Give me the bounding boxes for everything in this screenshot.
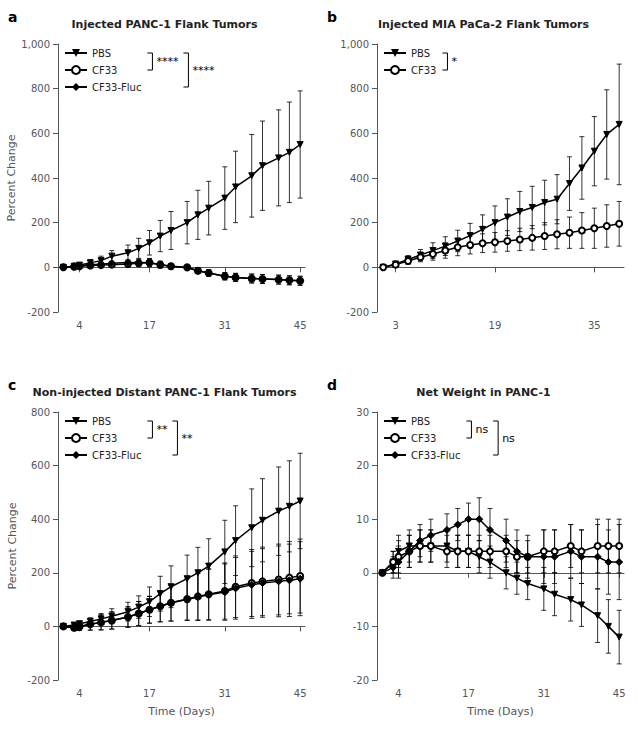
svg-text:Injected PANC-1 Flank Tumors: Injected PANC-1 Flank Tumors bbox=[71, 18, 257, 31]
svg-text:35: 35 bbox=[588, 320, 601, 331]
svg-text:*: * bbox=[451, 55, 457, 68]
svg-text:30: 30 bbox=[356, 407, 369, 418]
svg-text:PBS: PBS bbox=[92, 416, 111, 427]
svg-text:45: 45 bbox=[613, 688, 626, 699]
svg-text:17: 17 bbox=[462, 688, 475, 699]
svg-text:600: 600 bbox=[31, 460, 50, 471]
svg-text:200: 200 bbox=[31, 217, 50, 228]
svg-text:4: 4 bbox=[76, 688, 82, 699]
svg-text:31: 31 bbox=[218, 320, 231, 331]
svg-text:45: 45 bbox=[294, 688, 307, 699]
svg-text:CF33-Fluc: CF33-Fluc bbox=[411, 450, 460, 461]
svg-text:Percent Change: Percent Change bbox=[5, 134, 18, 221]
svg-text:-200: -200 bbox=[27, 307, 50, 318]
svg-text:-200: -200 bbox=[27, 675, 50, 686]
svg-text:CF33: CF33 bbox=[92, 65, 117, 76]
svg-text:ns: ns bbox=[475, 423, 488, 436]
svg-text:CF33-Fluc: CF33-Fluc bbox=[92, 82, 141, 93]
svg-text:d: d bbox=[327, 377, 337, 393]
svg-text:PBS: PBS bbox=[92, 48, 111, 59]
svg-text:3: 3 bbox=[392, 320, 398, 331]
svg-text:31: 31 bbox=[537, 688, 550, 699]
svg-text:10: 10 bbox=[356, 514, 369, 525]
svg-text:-10: -10 bbox=[353, 621, 369, 632]
svg-text:****: **** bbox=[192, 64, 215, 77]
svg-text:CF33: CF33 bbox=[411, 65, 436, 76]
svg-text:45: 45 bbox=[294, 320, 307, 331]
svg-text:600: 600 bbox=[31, 128, 50, 139]
svg-text:200: 200 bbox=[31, 567, 50, 578]
svg-text:a: a bbox=[8, 9, 17, 25]
svg-text:0: 0 bbox=[363, 567, 369, 578]
svg-text:31: 31 bbox=[218, 688, 231, 699]
svg-text:4: 4 bbox=[395, 688, 401, 699]
svg-text:0: 0 bbox=[44, 262, 50, 273]
svg-text:17: 17 bbox=[143, 688, 156, 699]
svg-text:0: 0 bbox=[363, 262, 369, 273]
svg-text:Time (Days): Time (Days) bbox=[466, 705, 533, 718]
svg-text:Net Weight in PANC-1: Net Weight in PANC-1 bbox=[416, 386, 550, 399]
svg-text:**: ** bbox=[156, 423, 168, 436]
svg-text:**: ** bbox=[181, 432, 193, 445]
svg-text:CF33: CF33 bbox=[92, 433, 117, 444]
svg-text:17: 17 bbox=[143, 320, 156, 331]
svg-text:200: 200 bbox=[350, 217, 369, 228]
svg-text:800: 800 bbox=[31, 407, 50, 418]
svg-text:CF33: CF33 bbox=[411, 433, 436, 444]
svg-text:Time (Days): Time (Days) bbox=[147, 705, 214, 718]
svg-text:CF33-Fluc: CF33-Fluc bbox=[92, 450, 141, 461]
svg-text:0: 0 bbox=[44, 621, 50, 632]
svg-text:19: 19 bbox=[489, 320, 502, 331]
svg-text:1,000: 1,000 bbox=[340, 39, 369, 50]
svg-text:800: 800 bbox=[350, 83, 369, 94]
svg-text:b: b bbox=[327, 9, 337, 25]
svg-text:400: 400 bbox=[350, 173, 369, 184]
svg-text:****: **** bbox=[156, 55, 179, 68]
svg-text:PBS: PBS bbox=[411, 416, 430, 427]
svg-text:400: 400 bbox=[31, 173, 50, 184]
svg-text:-200: -200 bbox=[346, 307, 369, 318]
svg-text:20: 20 bbox=[356, 460, 369, 471]
svg-text:-20: -20 bbox=[353, 675, 369, 686]
svg-text:Percent Change: Percent Change bbox=[6, 502, 19, 589]
svg-text:400: 400 bbox=[31, 514, 50, 525]
svg-text:600: 600 bbox=[350, 128, 369, 139]
svg-text:1,000: 1,000 bbox=[21, 39, 50, 50]
svg-text:c: c bbox=[8, 377, 16, 393]
svg-text:ns: ns bbox=[502, 432, 515, 445]
svg-text:800: 800 bbox=[31, 83, 50, 94]
svg-text:4: 4 bbox=[76, 320, 82, 331]
svg-text:Non-injected Distant PANC-1 Fl: Non-injected Distant PANC-1 Flank Tumors bbox=[33, 386, 297, 399]
svg-text:Injected MIA PaCa-2 Flank Tumo: Injected MIA PaCa-2 Flank Tumors bbox=[378, 18, 589, 31]
svg-text:PBS: PBS bbox=[411, 48, 430, 59]
